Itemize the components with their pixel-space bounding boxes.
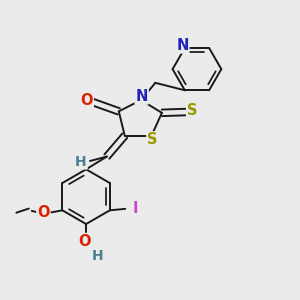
Text: N: N <box>136 89 148 104</box>
Text: O: O <box>80 93 93 108</box>
Text: O: O <box>78 234 91 249</box>
Text: I: I <box>133 201 138 216</box>
Text: S: S <box>187 103 197 118</box>
Text: H: H <box>75 154 87 169</box>
Text: O: O <box>37 205 50 220</box>
Text: N: N <box>176 38 189 52</box>
Text: S: S <box>147 132 158 147</box>
Text: H: H <box>92 248 103 262</box>
